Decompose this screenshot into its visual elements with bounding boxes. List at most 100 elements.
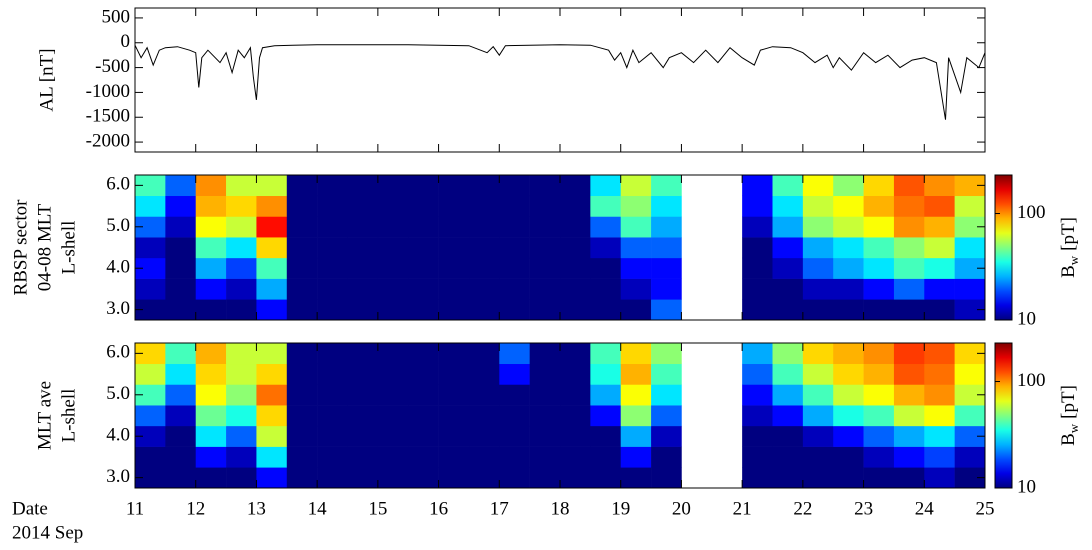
heat-cell <box>256 363 288 385</box>
heat-cell <box>438 363 470 385</box>
heat-cell <box>802 299 834 321</box>
heat-cell <box>317 195 348 217</box>
heat-cell <box>620 343 652 365</box>
heat-cell <box>560 257 591 279</box>
heat-cell <box>772 278 804 300</box>
heat-cell <box>165 363 197 385</box>
heat-cell <box>560 363 591 385</box>
heat-cell <box>226 384 257 406</box>
heat-cell <box>651 195 682 217</box>
heat-cell <box>954 405 986 427</box>
heat-cell <box>529 363 561 385</box>
heat-cell <box>560 195 591 217</box>
heat-cell <box>924 195 955 217</box>
heat-cell <box>135 278 166 300</box>
heat-cell <box>893 384 925 406</box>
heat-cell <box>256 216 288 238</box>
label-sub: w <box>1066 255 1081 265</box>
y-tick-label: 6.0 <box>106 342 130 363</box>
x-tick-label: 22 <box>793 498 812 519</box>
heat-cell <box>924 425 955 447</box>
heat-cell <box>499 216 530 238</box>
heat-cell <box>590 467 622 489</box>
heat-cell <box>499 467 530 489</box>
y-tick-label: 3.0 <box>106 298 130 319</box>
heat-cell <box>802 405 834 427</box>
heat-cell <box>560 299 591 321</box>
heat-cell <box>468 195 500 217</box>
heat-cell <box>499 175 530 197</box>
heat-cell <box>742 195 773 217</box>
heat-cell <box>742 216 773 238</box>
heat-cell <box>863 446 895 468</box>
heat-cell <box>256 425 288 447</box>
heat-cell <box>317 425 348 447</box>
heat-cell <box>833 446 864 468</box>
y-tick-label: 4.0 <box>106 257 130 278</box>
heat-cell <box>347 299 379 321</box>
heat-cell <box>863 216 895 238</box>
y-tick-label: -2000 <box>86 130 130 151</box>
heat-cell <box>893 257 925 279</box>
heat-cell <box>802 216 834 238</box>
heat-cell <box>620 363 652 385</box>
heat-cell <box>499 425 530 447</box>
colorbar <box>994 342 1013 489</box>
frame <box>134 7 986 153</box>
heat-cell <box>620 299 652 321</box>
heat-cell <box>347 257 379 279</box>
x-tick-label: 16 <box>429 498 448 519</box>
heat-cell <box>408 257 439 279</box>
heat-cell <box>226 405 257 427</box>
heat-cell <box>499 343 530 365</box>
heat-cell <box>165 175 197 197</box>
y-tick-label: 500 <box>102 6 131 27</box>
heat-cell <box>499 299 530 321</box>
heat-cell <box>195 299 227 321</box>
heat-cell <box>560 405 591 427</box>
heat-cell <box>893 363 925 385</box>
heat-cell <box>954 237 986 259</box>
heat-cell <box>408 467 439 489</box>
y-tick-label: 6.0 <box>106 174 130 195</box>
y-axis-label: L-shell <box>58 221 79 275</box>
x-tick-label: 24 <box>915 498 935 519</box>
heat-cell <box>195 257 227 279</box>
heat-cell <box>468 237 500 259</box>
heat-cell <box>317 175 348 197</box>
heat-cell <box>590 195 622 217</box>
heat-cell <box>954 257 986 279</box>
heat-cell <box>833 175 864 197</box>
heat-cell <box>924 446 955 468</box>
heat-cell <box>317 343 348 365</box>
heat-cell <box>802 363 834 385</box>
heat-cell <box>833 257 864 279</box>
heat-cell <box>226 299 257 321</box>
x-tick-label: 18 <box>551 498 570 519</box>
heat-cell <box>408 384 439 406</box>
heat-cell <box>893 405 925 427</box>
heat-cell <box>165 195 197 217</box>
heat-cell <box>893 278 925 300</box>
heat-cell <box>165 257 197 279</box>
heat-cell <box>529 257 561 279</box>
heat-cell <box>833 467 864 489</box>
label-main: B <box>1058 265 1079 278</box>
heat-cell <box>499 237 530 259</box>
heat-cell <box>256 278 288 300</box>
heat-cell <box>347 467 379 489</box>
heat-cell <box>863 363 895 385</box>
heat-cell <box>195 195 227 217</box>
heat-cell <box>772 384 804 406</box>
heat-cell <box>833 237 864 259</box>
heat-cell <box>590 446 622 468</box>
heat-cell <box>924 384 955 406</box>
heat-cell <box>560 384 591 406</box>
heat-cell <box>226 343 257 365</box>
heat-cell <box>954 195 986 217</box>
heat-cell <box>135 363 166 385</box>
heat-cell <box>742 237 773 259</box>
heat-cell <box>590 405 622 427</box>
heat-cell <box>651 467 682 489</box>
heat-cell <box>924 278 955 300</box>
